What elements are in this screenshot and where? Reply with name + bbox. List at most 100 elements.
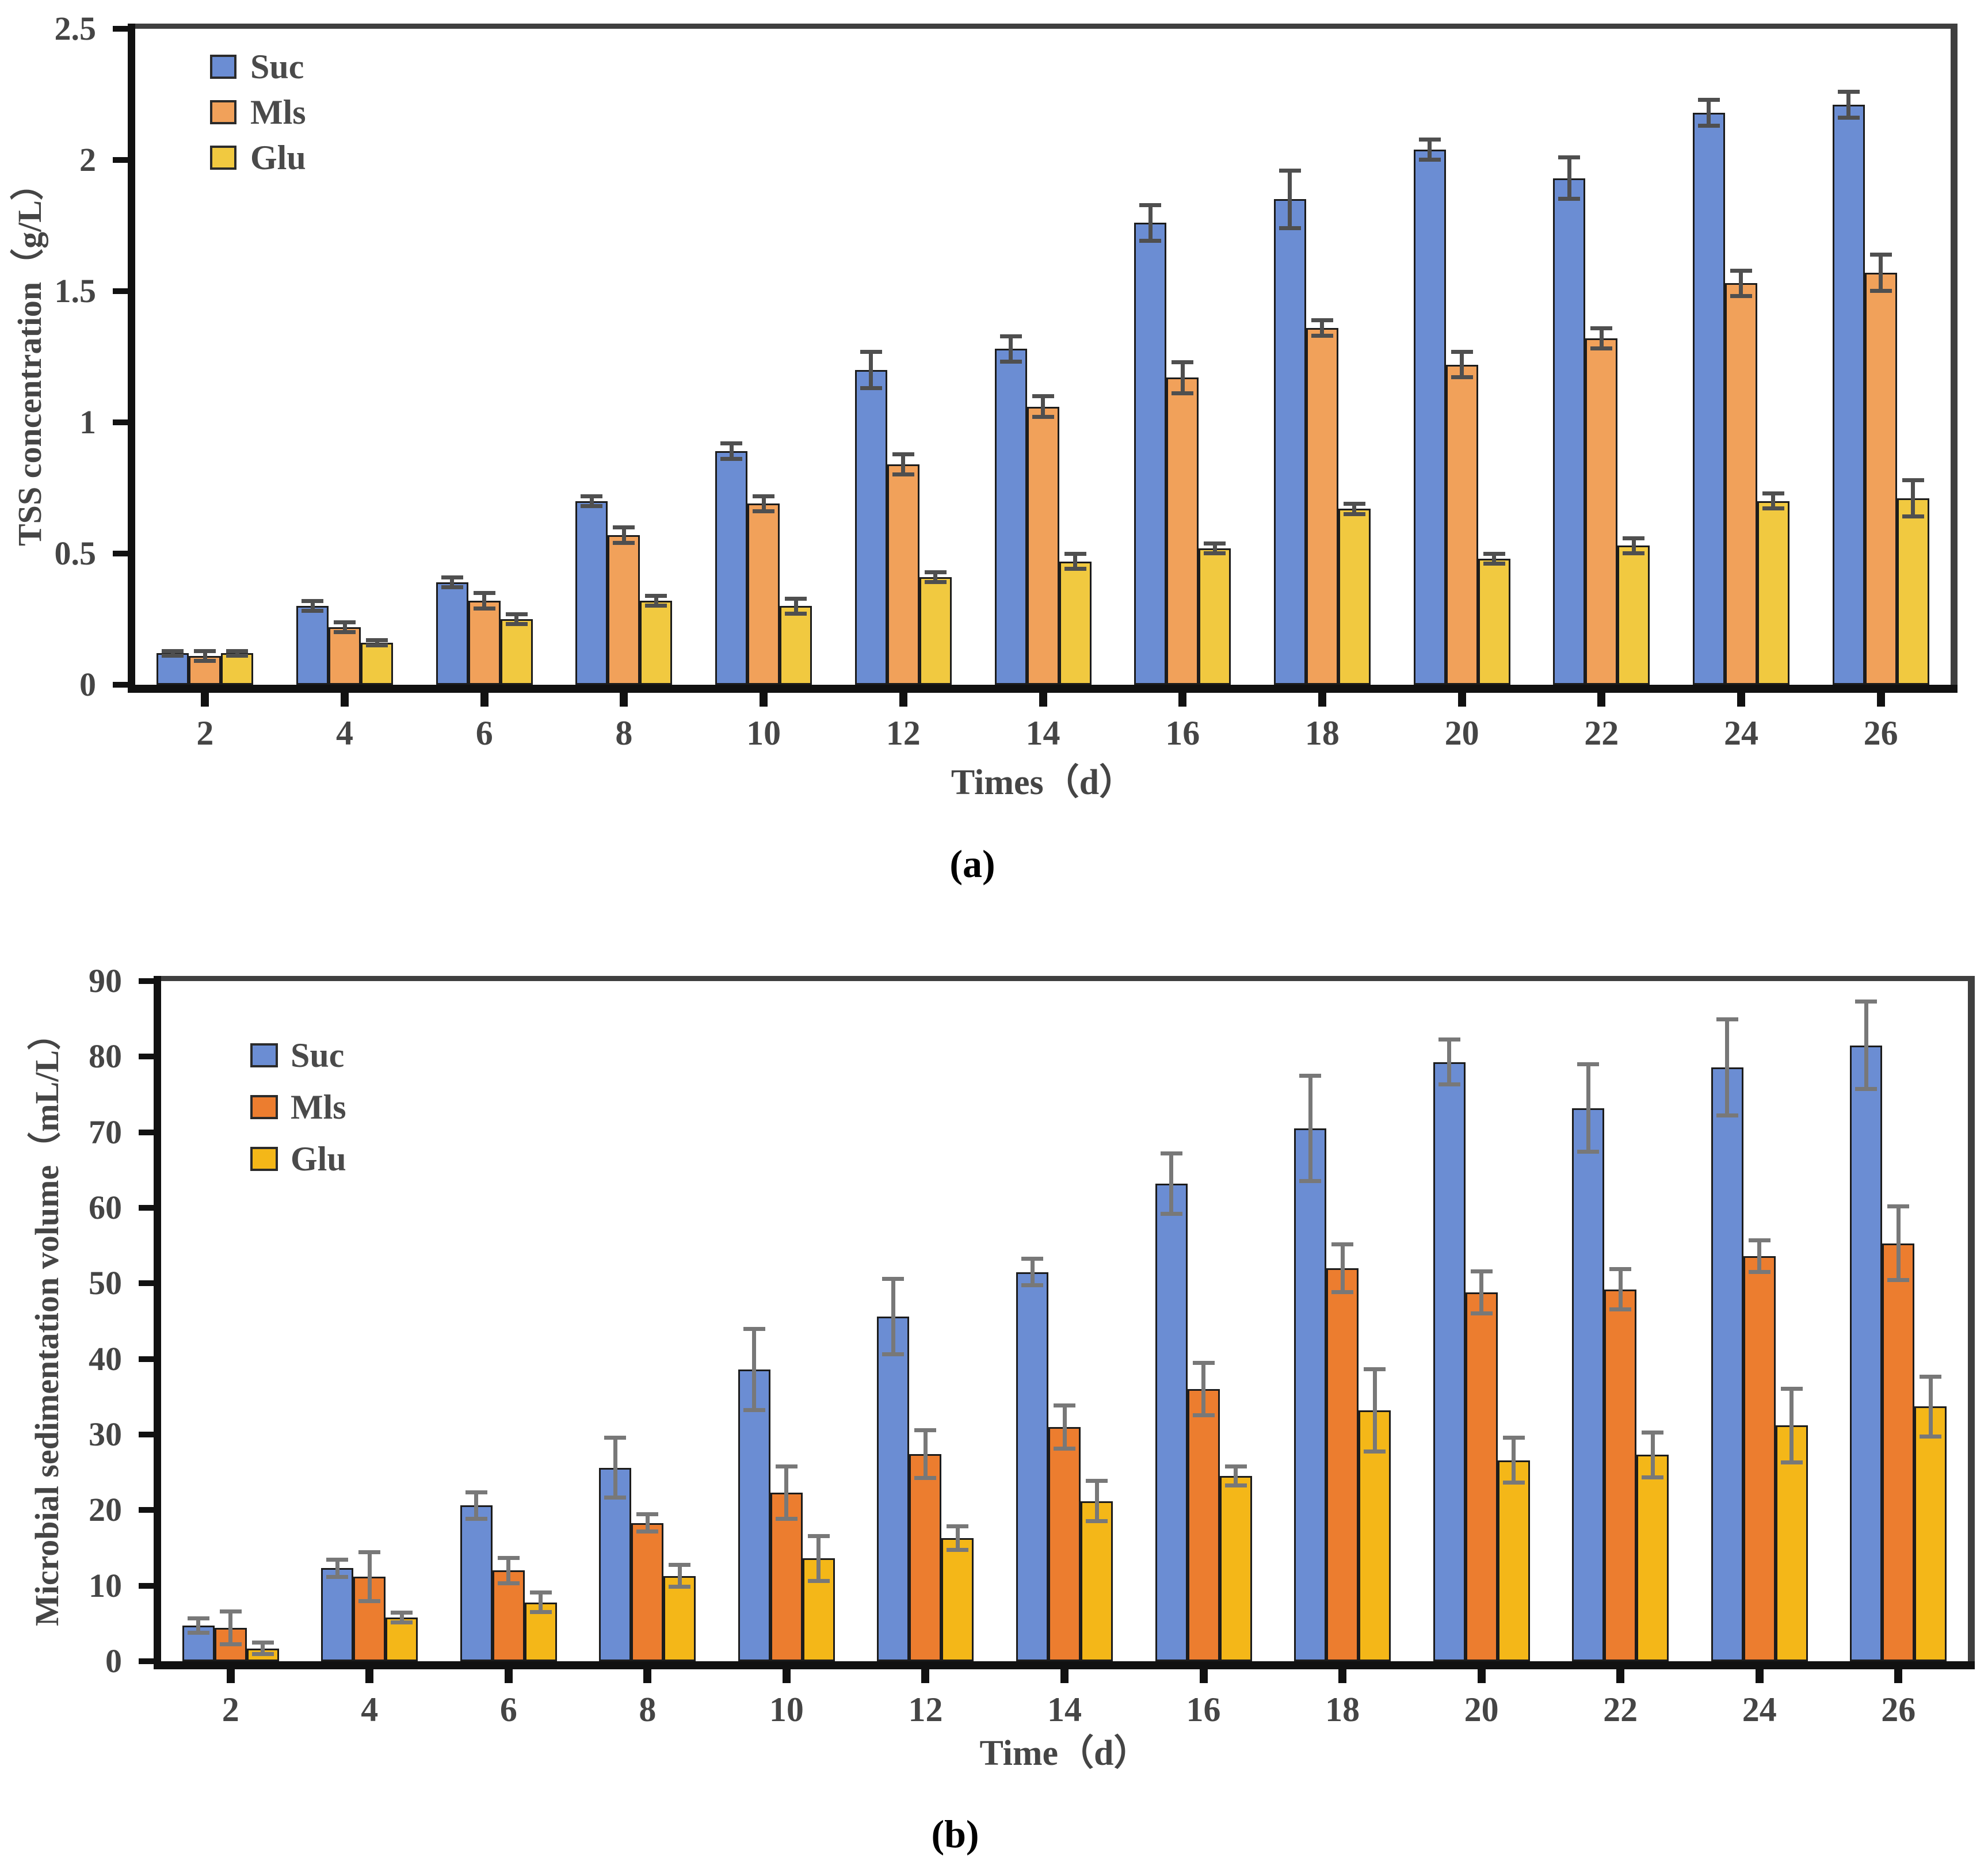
error-bar-cap-bottom (1279, 226, 1301, 230)
error-bar-cap-bottom (1920, 1434, 1942, 1439)
error-bar-cap-bottom (1343, 512, 1365, 516)
x-tick (1737, 693, 1745, 707)
bar-mls-day-16 (1187, 1389, 1220, 1661)
error-bar-cap-bottom (924, 580, 947, 585)
y-tick-label: 50 (89, 1264, 122, 1302)
error-bar-cap-bottom (743, 1407, 765, 1412)
error-bar-stem (923, 1430, 928, 1479)
x-tick-label: 14 (1025, 714, 1060, 752)
bar-suc-day-20 (1413, 149, 1446, 685)
x-tick-label: 26 (1863, 714, 1898, 752)
error-bar-cap-bottom (892, 472, 914, 477)
x-tick (226, 1669, 235, 1683)
error-bar-cap-bottom (302, 609, 324, 613)
x-tick (201, 693, 209, 707)
error-bar-cap-bottom (187, 1631, 209, 1635)
x-tick-label: 14 (1047, 1691, 1082, 1729)
plot-frame-right (1968, 976, 1975, 1661)
y-tick-label: 1.5 (54, 272, 97, 310)
y-tick (139, 1129, 154, 1135)
caption-panel-b: (b) (931, 1812, 979, 1856)
error-bar-cap-top (1343, 502, 1365, 506)
error-bar-stem (1650, 1432, 1655, 1478)
error-bar-stem (450, 577, 455, 588)
legend-swatch-suc (210, 55, 236, 79)
x-axis-line (128, 685, 1958, 693)
x-tick-label: 20 (1444, 714, 1479, 752)
x-tick (1597, 693, 1606, 707)
error-bar-cap-bottom (1331, 1290, 1354, 1295)
bar-glu-day-18 (1338, 509, 1371, 685)
bar-mls-day-12 (909, 1454, 942, 1661)
y-tick (139, 1205, 154, 1211)
error-bar-cap-top (1331, 1242, 1354, 1247)
error-bar-stem (342, 621, 347, 632)
error-bar-cap-top (366, 638, 388, 643)
x-tick (1894, 1669, 1903, 1683)
error-bar-cap-bottom (1064, 567, 1086, 571)
error-bar-cap-top (1311, 318, 1333, 323)
x-tick (1755, 1669, 1764, 1683)
error-bar-stem (1094, 1481, 1099, 1522)
error-bar-cap-bottom (882, 1352, 905, 1356)
bar-mls-day-20 (1445, 364, 1478, 685)
error-bar-stem (1148, 204, 1153, 242)
bar-suc-day-12 (877, 1317, 910, 1661)
error-bar-stem (869, 351, 873, 388)
y-axis-line (128, 24, 135, 693)
error-bar-stem (677, 1564, 682, 1588)
error-bar-cap-top (1887, 1204, 1910, 1209)
error-bar-stem (539, 1592, 543, 1612)
error-bar-cap-bottom (441, 585, 463, 590)
bar-glu-day-22 (1617, 546, 1650, 685)
error-bar-stem (645, 1513, 650, 1532)
error-bar-stem (1169, 1153, 1174, 1214)
error-bar-cap-bottom (1730, 294, 1752, 299)
x-tick (480, 693, 489, 707)
x-tick (1060, 1669, 1069, 1683)
error-bar-cap-bottom (1438, 1082, 1460, 1086)
y-tick (139, 1280, 154, 1287)
bar-glu-day-4 (361, 643, 394, 685)
error-bar-stem (1428, 139, 1432, 160)
x-axis-title-panel-a: Times（d） (951, 763, 1135, 802)
error-bar-cap-top (1730, 268, 1752, 273)
legend-swatch-suc (250, 1043, 278, 1067)
x-tick (1318, 693, 1326, 707)
error-bar-stem (170, 650, 175, 656)
y-tick-label: 2 (79, 141, 96, 178)
y-tick (113, 288, 128, 294)
y-axis-title-panel-a: TSS concentration（g/L） (11, 167, 48, 547)
plot-frame-top (128, 24, 1958, 29)
error-bar-stem (784, 1466, 789, 1520)
error-bar-stem (1512, 1437, 1516, 1483)
x-tick-label: 22 (1584, 714, 1619, 752)
error-bar-cap-top (1748, 1238, 1770, 1243)
error-bar-cap-top (892, 452, 914, 456)
bar-mls-day-6 (468, 601, 501, 685)
y-tick (113, 419, 128, 425)
y-tick (139, 1432, 154, 1437)
x-tick (1039, 693, 1047, 707)
y-tick (139, 1507, 154, 1513)
error-bar-cap-bottom (473, 606, 495, 611)
error-bar-cap-bottom (613, 540, 635, 545)
x-tick (1477, 1669, 1486, 1683)
error-bar-stem (235, 650, 239, 656)
error-bar-stem (1492, 554, 1497, 564)
x-tick (1457, 693, 1466, 707)
error-bar-cap-bottom (1451, 375, 1473, 380)
error-bar-stem (1062, 1405, 1067, 1449)
error-bar-stem (1739, 270, 1743, 297)
error-bar-cap-bottom (226, 653, 249, 658)
bar-glu-day-8 (663, 1576, 696, 1661)
error-bar-stem (1599, 327, 1604, 349)
error-bar-cap-top (1299, 1074, 1322, 1078)
bar-suc-day-4 (321, 1568, 354, 1661)
error-bar-cap-top (1855, 1000, 1878, 1004)
bar-mls-day-10 (747, 503, 780, 685)
x-tick-label: 18 (1304, 714, 1340, 752)
error-bar-cap-bottom (1224, 1483, 1247, 1488)
error-bar-cap-top (505, 612, 528, 616)
error-bar-cap-top (720, 441, 743, 446)
